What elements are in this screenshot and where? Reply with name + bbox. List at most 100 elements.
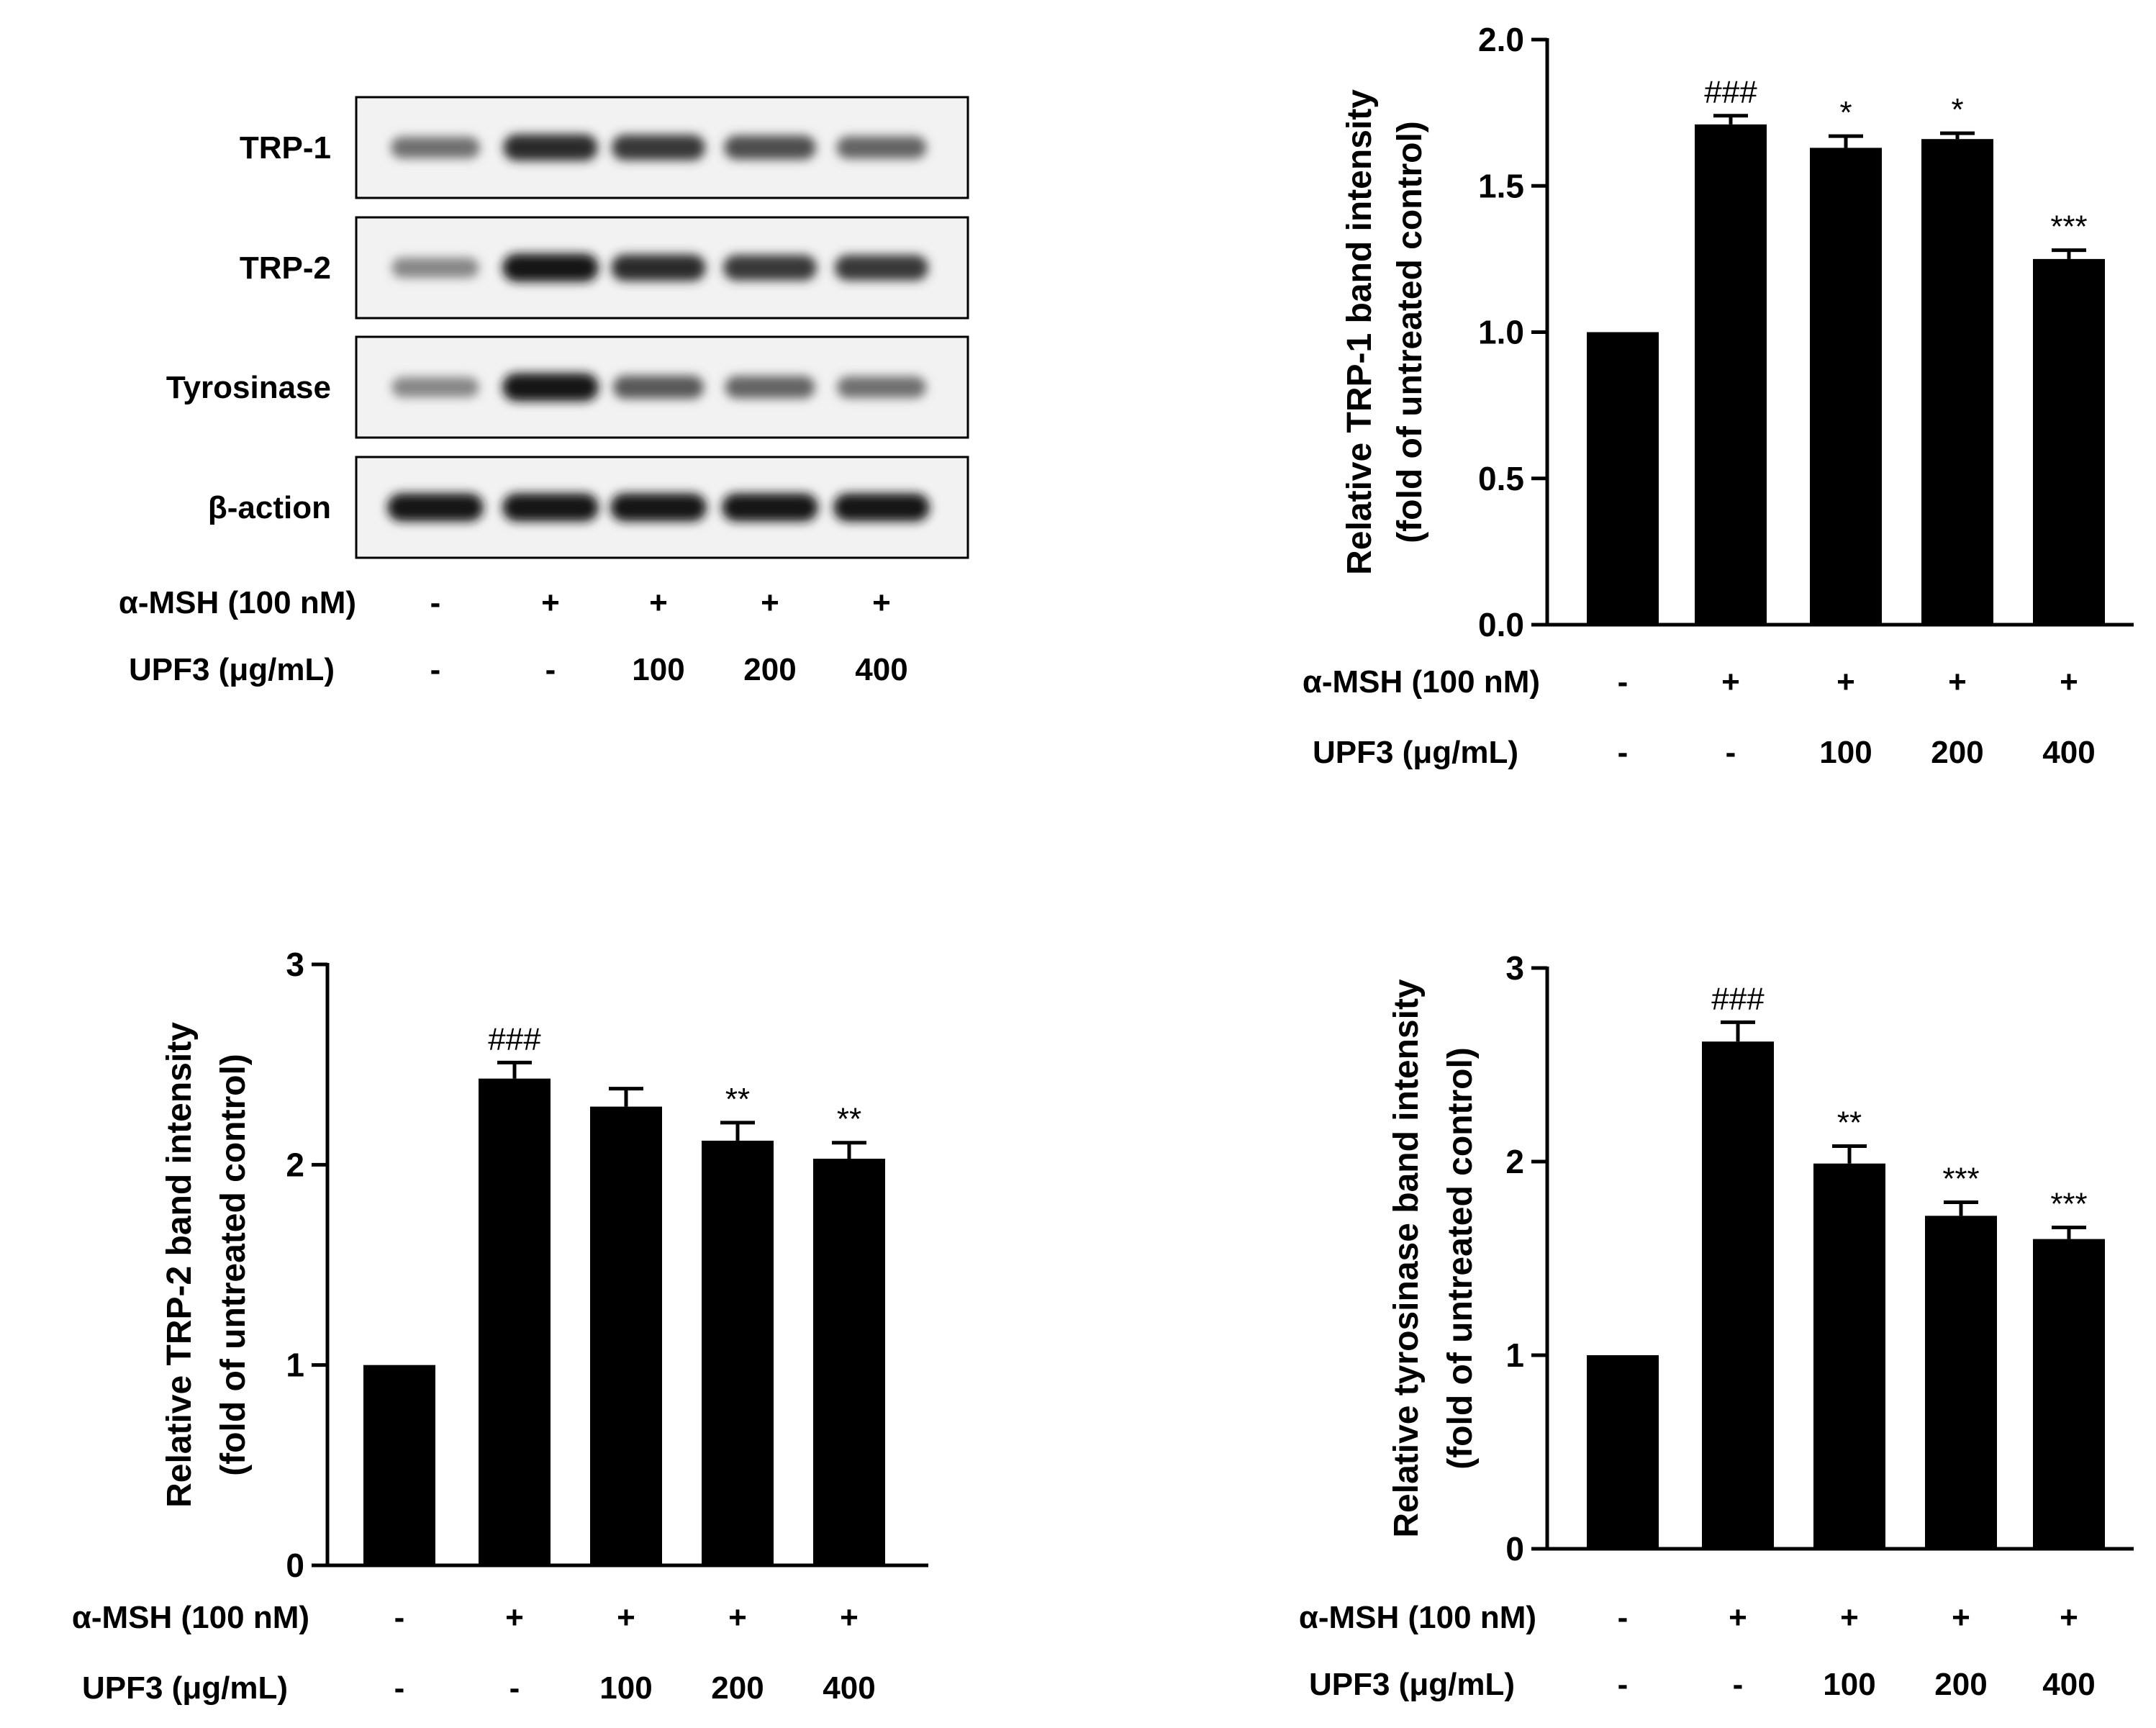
msh-label: α-MSH (100 nM) xyxy=(1303,664,1540,700)
msh-value: + xyxy=(1948,664,1967,700)
upf3-value: 200 xyxy=(1934,1667,1987,1702)
significance-star: ** xyxy=(1837,1105,1862,1140)
blot-row-label-0: TRP-1 xyxy=(240,130,331,166)
msh-value: + xyxy=(1729,1600,1747,1635)
blot-band xyxy=(503,134,598,161)
upf3-value: 200 xyxy=(711,1670,764,1706)
msh-value: + xyxy=(2060,664,2078,700)
blot-band xyxy=(502,253,599,282)
tyrosinase-bar-chart: 0 1 2 3 Relative tyrosinase band intensity (f… xyxy=(1299,949,2134,1702)
y-tick-label: 1.0 xyxy=(1478,314,1524,351)
bar xyxy=(1587,1355,1659,1549)
blot-band xyxy=(837,376,926,399)
upf3-label: UPF3 (μg/mL) xyxy=(82,1670,288,1706)
bar xyxy=(813,1158,885,1565)
blot-band xyxy=(391,258,479,278)
upf3-value: 400 xyxy=(2042,1667,2095,1702)
blot-upf3-label: UPF3 (μg/mL) xyxy=(129,652,335,687)
y-tick-label: 2 xyxy=(286,1146,304,1183)
msh-value: + xyxy=(728,1600,747,1635)
blot-upf3-value: 200 xyxy=(743,652,796,687)
bar xyxy=(1925,1216,1997,1549)
bar xyxy=(1810,148,1882,625)
blot-band xyxy=(725,376,815,399)
upf3-value: - xyxy=(509,1670,520,1706)
y-axis-label-2: (fold of untreated control) xyxy=(1391,121,1429,543)
blot-band xyxy=(836,136,927,159)
upf3-value: 200 xyxy=(1931,735,1983,770)
upf3-value: - xyxy=(1733,1667,1744,1702)
blot-band xyxy=(612,375,705,399)
upf3-value: - xyxy=(1618,735,1629,770)
upf3-label: UPF3 (μg/mL) xyxy=(1313,735,1518,770)
upf3-value: - xyxy=(394,1670,405,1706)
significance-hash: ### xyxy=(1711,981,1765,1016)
blot-band xyxy=(833,493,930,522)
significance-star: *** xyxy=(1942,1161,1979,1196)
blot-row-label-3: β-action xyxy=(208,490,331,525)
msh-value: + xyxy=(1721,664,1740,700)
y-tick-label: 0.5 xyxy=(1478,460,1524,497)
msh-value: + xyxy=(1836,664,1855,700)
significance-hash: ### xyxy=(1704,75,1757,110)
y-axis-label: Relative TRP-1 band intensity xyxy=(1341,89,1379,575)
blot-band xyxy=(502,373,599,402)
bar xyxy=(363,1365,435,1565)
y-tick-label: 2 xyxy=(1505,1143,1524,1180)
trp2-bar-chart: 0 1 2 3 Relative TRP-2 band intensity (fold o… xyxy=(72,946,928,1706)
bar xyxy=(1921,139,1993,625)
y-tick-label: 0.0 xyxy=(1478,606,1524,643)
upf3-value: 100 xyxy=(1823,1667,1875,1702)
msh-value: - xyxy=(1618,1600,1629,1635)
y-tick-label: 1 xyxy=(286,1347,304,1384)
blot-band xyxy=(612,135,705,160)
significance-star: *** xyxy=(2050,209,2087,245)
blot-row-label-1: TRP-2 xyxy=(240,250,331,286)
blot-msh-label: α-MSH (100 nM) xyxy=(119,585,356,620)
upf3-label: UPF3 (μg/mL) xyxy=(1309,1667,1515,1702)
msh-value: + xyxy=(1952,1600,1970,1635)
blot-band xyxy=(722,493,818,522)
blot-band xyxy=(724,135,816,160)
bar xyxy=(1587,332,1659,625)
blot-msh-value: + xyxy=(649,585,668,620)
upf3-value: - xyxy=(1618,1667,1629,1702)
y-axis-label: Relative tyrosinase band intensity xyxy=(1387,979,1426,1538)
msh-value: + xyxy=(505,1600,524,1635)
upf3-value: 400 xyxy=(2042,735,2095,770)
upf3-value: 100 xyxy=(1819,735,1872,770)
bar xyxy=(479,1078,551,1565)
blot-band xyxy=(611,254,706,281)
significance-star: ** xyxy=(837,1102,861,1137)
blot-upf3-value: 100 xyxy=(632,652,684,687)
msh-value: + xyxy=(2060,1600,2078,1635)
blot-upf3-value: 400 xyxy=(855,652,907,687)
msh-value: + xyxy=(617,1600,635,1635)
bar xyxy=(2033,1239,2105,1549)
western-blot-panel: TRP-1 TRP-2 Tyrosinase β-action α-MSH (100 n… xyxy=(119,96,969,687)
msh-value: + xyxy=(840,1600,859,1635)
bar xyxy=(702,1140,774,1565)
blot-msh-value: - xyxy=(430,585,441,620)
blot-msh-value: + xyxy=(761,585,779,620)
y-tick-label: 2.0 xyxy=(1478,21,1524,58)
trp1-bar-chart: 0.0 0.5 1.0 1.5 2.0 Relative TRP-1 band inten… xyxy=(1303,21,2134,770)
blot-upf3-value: - xyxy=(545,652,556,687)
y-tick-label: 1 xyxy=(1505,1336,1524,1374)
significance-star: * xyxy=(1839,95,1852,130)
significance-star: *** xyxy=(2050,1186,2087,1221)
bar xyxy=(1813,1163,1885,1549)
y-tick-label: 3 xyxy=(286,946,304,983)
significance-hash: ### xyxy=(488,1021,541,1057)
y-axis-label-2: (fold of untreated control) xyxy=(1441,1047,1480,1470)
blot-band xyxy=(723,255,817,281)
blot-band xyxy=(391,377,479,397)
upf3-value: 400 xyxy=(823,1670,875,1706)
bar xyxy=(590,1106,662,1565)
blot-band xyxy=(502,493,599,522)
y-tick-label: 1.5 xyxy=(1478,167,1524,204)
blot-band xyxy=(610,493,707,522)
bar xyxy=(1702,1041,1774,1549)
y-tick-label: 0 xyxy=(1505,1530,1524,1568)
